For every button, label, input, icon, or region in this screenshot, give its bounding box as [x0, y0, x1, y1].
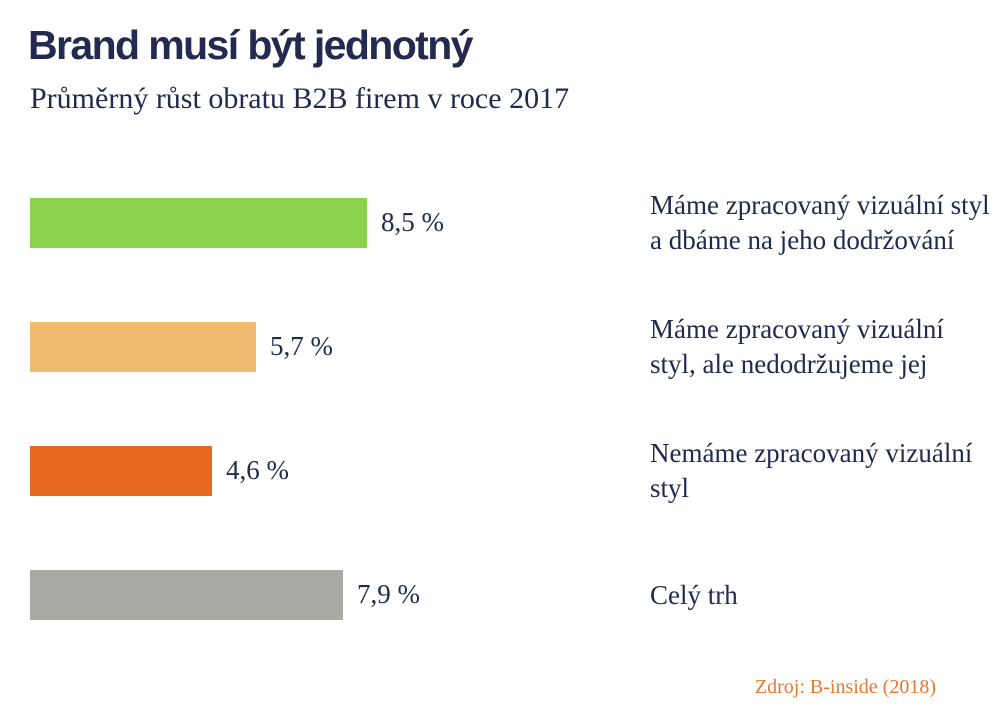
- bar-1: [30, 198, 367, 248]
- category-label-1: Máme zpracovaný vizuální styl a dbáme na…: [650, 190, 990, 255]
- data-label-3: 4,6 %: [226, 455, 289, 485]
- bar-2: [30, 322, 256, 372]
- chart-subtitle: Průměrný růst obratu B2B firem v roce 20…: [30, 82, 570, 115]
- bar-3: [30, 446, 212, 496]
- bar-chart: 8,5 % Máme zpracovaný vizuální styl a dbá…: [0, 150, 1006, 650]
- category-label-3: Nemáme zpracovaný vizuální styl: [650, 438, 973, 503]
- category-label-4: Celý trh: [650, 579, 738, 610]
- source-note: Zdroj: B-inside (2018): [754, 676, 936, 698]
- chart-title: Brand musí být jednotný: [28, 22, 473, 68]
- data-label-4: 7,9 %: [357, 579, 420, 609]
- category-label-2: Máme zpracovaný vizuální styl, ale nedod…: [650, 314, 944, 379]
- bar-4: [30, 570, 343, 620]
- data-label-1: 8,5 %: [381, 207, 444, 237]
- data-label-2: 5,7 %: [270, 331, 333, 361]
